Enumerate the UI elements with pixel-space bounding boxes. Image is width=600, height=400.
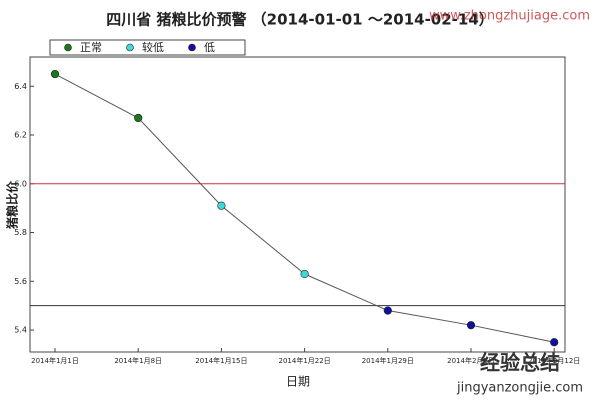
watermark: jingyanzongjie.com xyxy=(456,381,583,396)
x-axis-label: 日期 xyxy=(286,375,310,389)
x-tick-label: 2014年1月29日 xyxy=(362,356,414,365)
y-tick-label: 6.4 xyxy=(14,82,27,91)
line-segment xyxy=(54,73,139,119)
legend-marker xyxy=(188,43,196,52)
line-segment xyxy=(470,324,555,343)
point xyxy=(134,113,143,123)
watermark: 经验总结 xyxy=(480,351,560,375)
x-tick-label: 2014年1月1日 xyxy=(31,356,79,365)
plot-frame xyxy=(29,56,566,353)
point xyxy=(550,338,559,347)
legend-label: 正常 xyxy=(80,41,102,54)
line-segment xyxy=(221,205,305,275)
y-tick-label: 5.4 xyxy=(14,326,27,335)
y-tick-label: 5.8 xyxy=(14,228,27,237)
x-tick-label: 2014年1月8日 xyxy=(114,356,162,365)
legend-box xyxy=(49,39,246,56)
y-tick-label: 6.2 xyxy=(14,131,27,140)
x-tick-label: 2014年1月22日 xyxy=(279,356,331,365)
point xyxy=(466,321,476,330)
point xyxy=(300,269,309,279)
point xyxy=(50,69,60,79)
line-segment xyxy=(304,273,389,312)
line-segment xyxy=(387,310,472,326)
legend-label: 较低 xyxy=(142,40,164,54)
legend-label: 低 xyxy=(204,41,215,54)
x-tick-label: 2014年1月15日 xyxy=(195,356,247,365)
line-segment xyxy=(137,117,222,207)
y-tick-label: 5.6 xyxy=(14,277,27,286)
chart-title: 四川省 猪粮比价预警 （2014-01-01 ～2014-02-14） xyxy=(106,11,494,29)
x-tick-label: 2014年2月5日 xyxy=(447,356,495,365)
legend-marker xyxy=(64,43,72,52)
watermark: www.zhongzhujiage.com xyxy=(429,9,590,24)
x-tick-label: 2014年2月12日 xyxy=(528,356,580,365)
point xyxy=(217,201,226,210)
y-axis-label: 猪粮比价 xyxy=(5,180,20,230)
point xyxy=(383,306,392,315)
y-tick-label: 6.0 xyxy=(14,179,27,188)
legend-marker xyxy=(126,43,134,52)
